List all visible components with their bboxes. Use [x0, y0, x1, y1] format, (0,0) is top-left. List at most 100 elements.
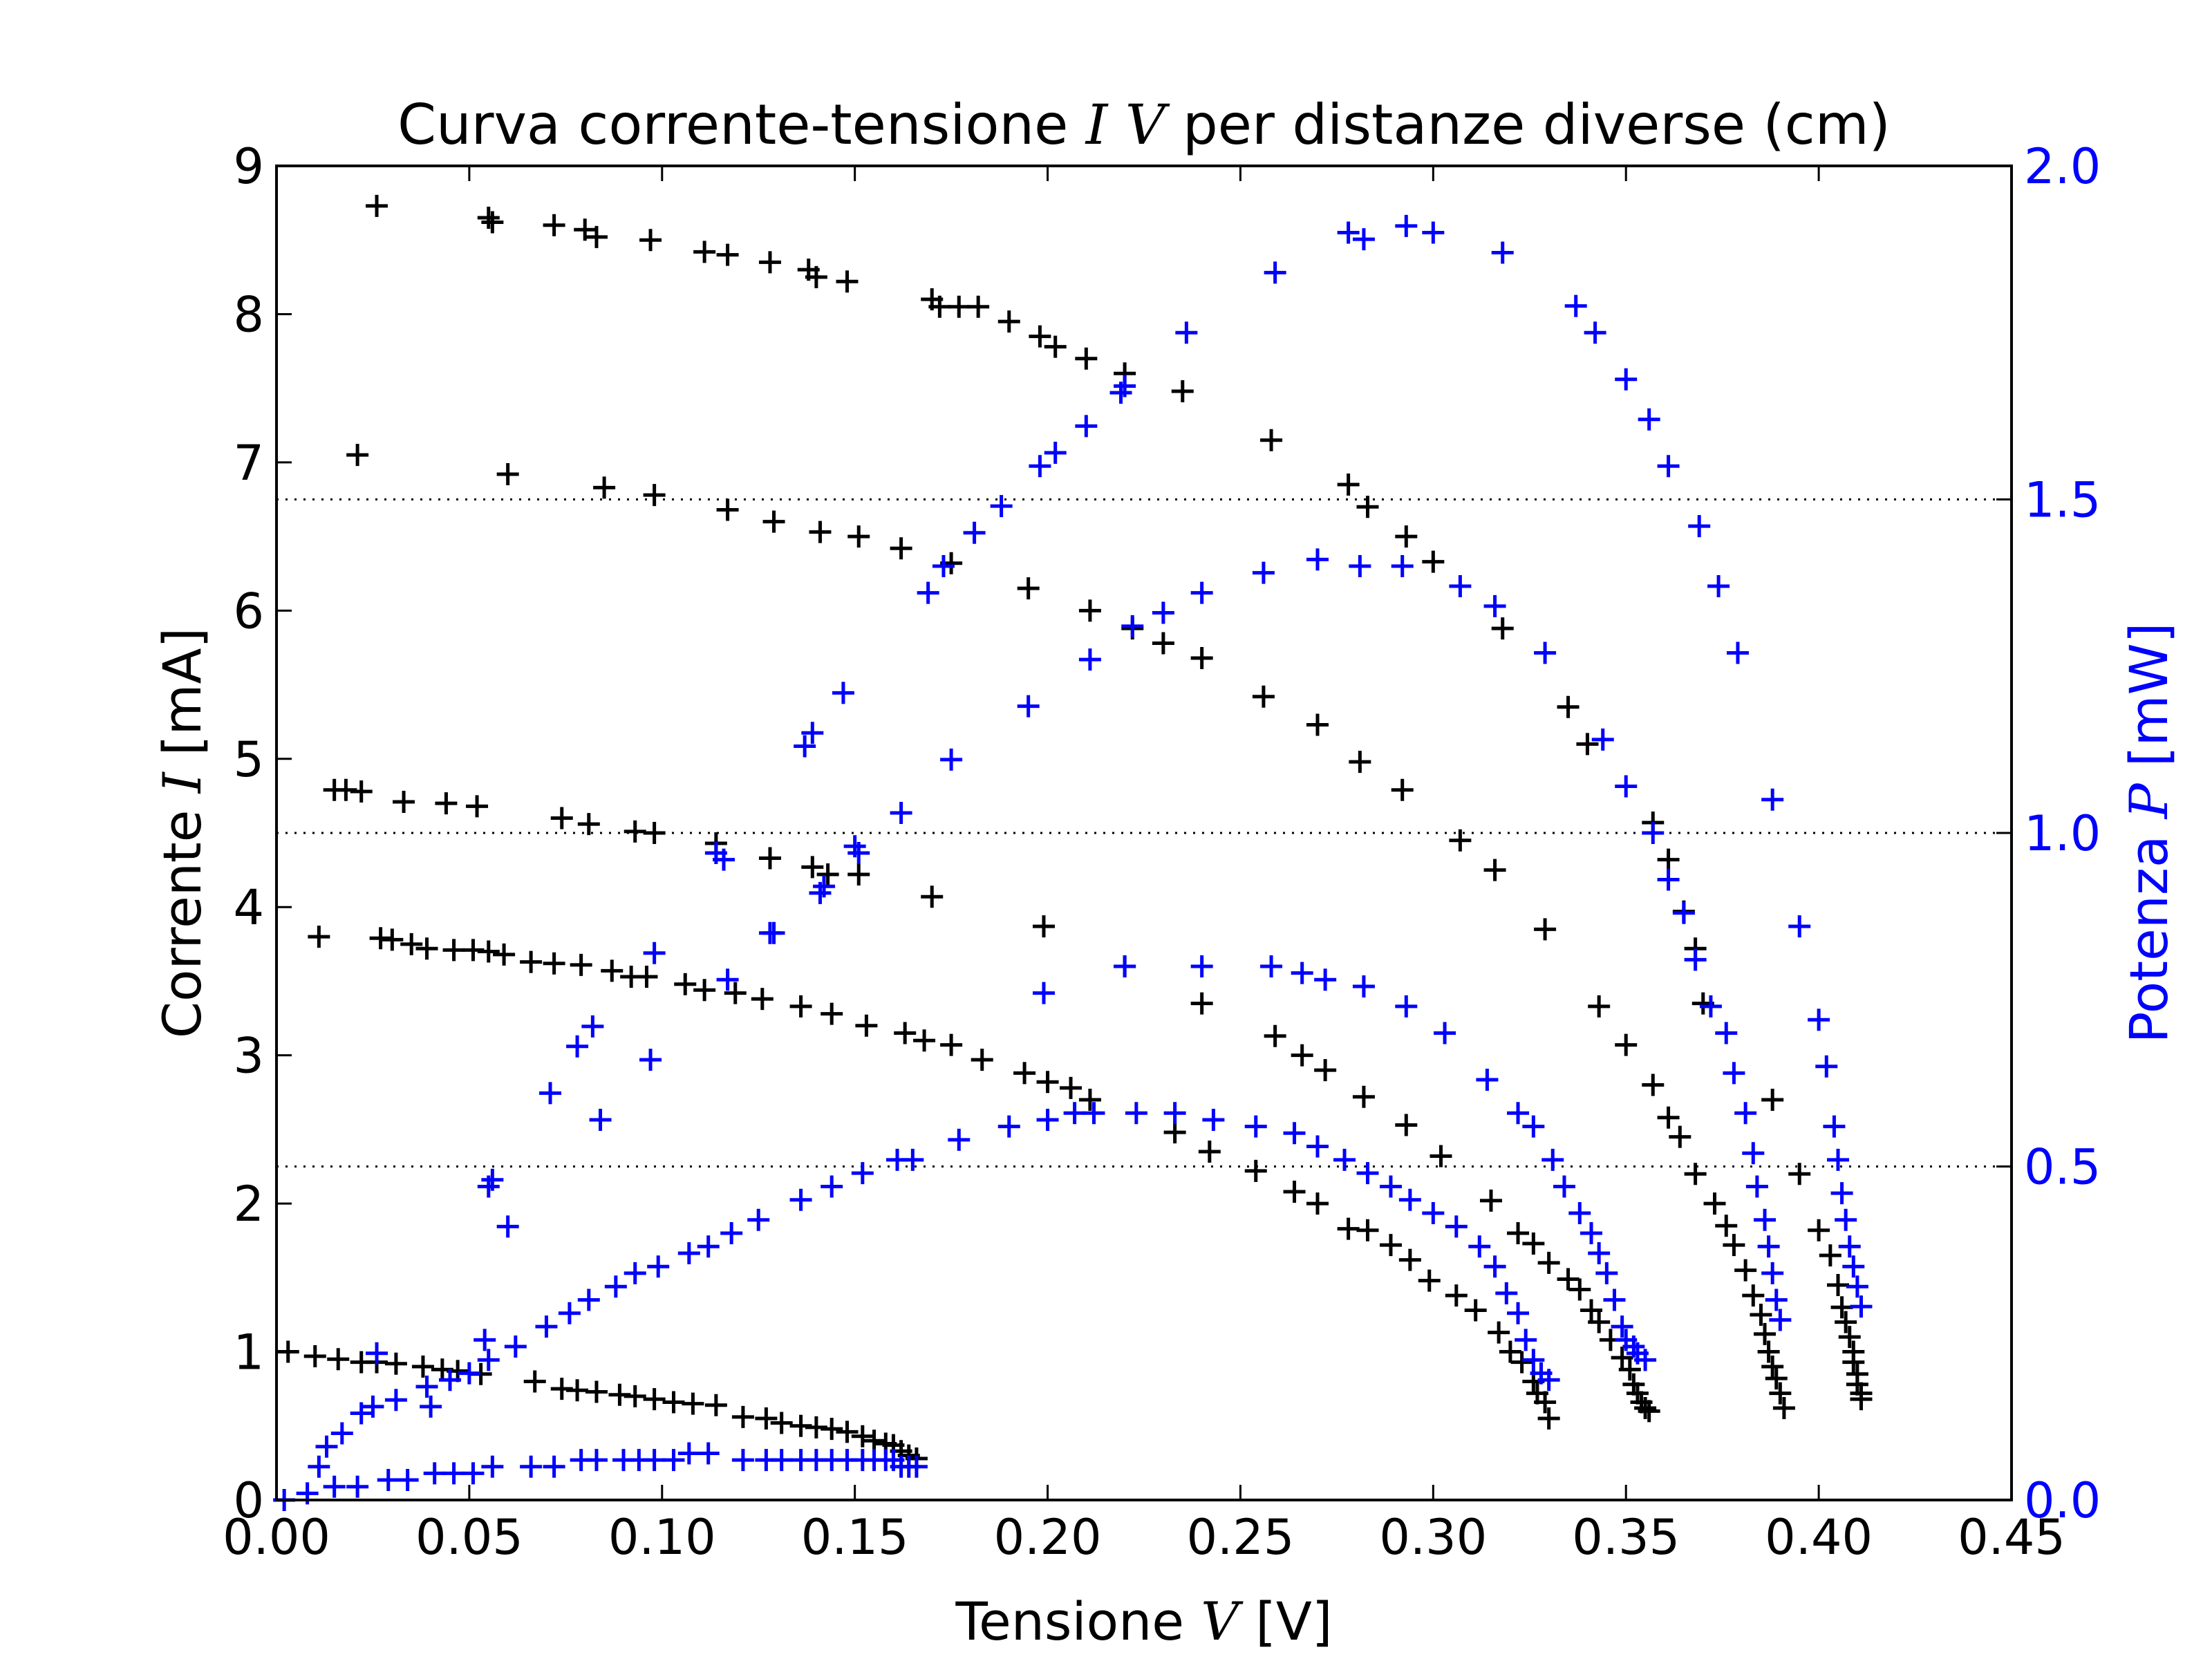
data-point	[890, 537, 912, 560]
data-point	[816, 863, 839, 886]
y-tick-label: 0	[233, 1472, 264, 1529]
data-point	[1198, 1141, 1221, 1163]
gridlines	[276, 498, 2012, 1168]
data-point	[1337, 474, 1360, 496]
series-4	[276, 1340, 928, 1470]
data-point	[1507, 1222, 1530, 1244]
data-point	[1391, 555, 1414, 577]
data-point	[1580, 1299, 1603, 1322]
data-point	[1537, 1369, 1560, 1391]
data-point	[593, 476, 616, 499]
data-point	[731, 1405, 754, 1428]
data-point	[1379, 1175, 1402, 1198]
data-point	[805, 265, 827, 288]
y-tick-label: 7	[233, 435, 264, 491]
data-point	[697, 1235, 720, 1258]
data-point	[1838, 1326, 1861, 1349]
data-point	[809, 521, 832, 543]
data-point	[1723, 1062, 1745, 1085]
data-point	[1576, 733, 1599, 756]
x-tick-label: 0.10	[608, 1509, 716, 1566]
data-point	[1510, 1351, 1533, 1374]
data-point	[894, 1022, 917, 1044]
data-point	[474, 1329, 496, 1351]
data-point	[1333, 1148, 1356, 1171]
data-point	[1588, 1311, 1611, 1333]
data-point	[1464, 1299, 1487, 1322]
y-axis-label: Corrente I [mA]	[151, 628, 213, 1038]
data-point	[543, 1455, 565, 1478]
data-point	[1283, 1122, 1306, 1145]
data-point	[1306, 713, 1329, 736]
data-point	[794, 735, 816, 758]
data-point	[558, 1302, 581, 1324]
data-point	[1835, 1311, 1857, 1333]
data-point	[535, 1315, 558, 1338]
data-point	[1515, 1329, 1537, 1351]
data-point	[520, 1455, 543, 1478]
data-point	[1537, 1407, 1560, 1430]
x-tick-label: 0.40	[1765, 1509, 1873, 1566]
data-point	[577, 813, 600, 836]
data-point	[1125, 1102, 1147, 1125]
y-tick-label: 3	[233, 1028, 264, 1085]
data-point	[1734, 1102, 1757, 1125]
data-point	[997, 310, 1020, 333]
data-point	[863, 1430, 885, 1452]
data-point	[477, 1349, 500, 1371]
data-point	[1314, 968, 1337, 991]
data-point	[1356, 1219, 1379, 1241]
data-point	[940, 748, 963, 771]
data-point	[1483, 1255, 1506, 1278]
data-point	[917, 581, 939, 604]
data-point	[635, 966, 658, 988]
data-point	[1468, 1235, 1491, 1258]
data-point	[477, 940, 500, 963]
data-point	[1850, 1295, 1873, 1318]
data-point	[577, 1288, 600, 1311]
data-point	[847, 863, 870, 886]
data-point	[585, 1449, 608, 1472]
data-point	[997, 1115, 1020, 1138]
data-point	[496, 1215, 519, 1238]
data-point	[643, 1388, 666, 1411]
data-point	[901, 1148, 924, 1171]
data-point	[624, 820, 646, 843]
data-points	[273, 194, 1873, 1511]
data-point	[381, 928, 404, 951]
data-point	[1445, 1215, 1468, 1238]
data-point	[1553, 1175, 1575, 1198]
data-point	[1488, 1321, 1510, 1344]
data-point	[411, 1356, 434, 1378]
data-point	[1838, 1235, 1861, 1258]
data-point	[308, 926, 330, 948]
data-point	[1819, 1244, 1841, 1267]
data-point	[442, 939, 465, 962]
y2-axis-label: Potenza P [mW]	[2118, 623, 2180, 1044]
data-point	[624, 1385, 646, 1407]
data-point	[1291, 962, 1313, 984]
data-point	[847, 525, 870, 548]
data-point	[697, 1442, 720, 1465]
data-point	[1152, 601, 1174, 624]
data-point	[1522, 1349, 1545, 1371]
data-point	[1507, 1102, 1530, 1125]
data-point	[1495, 1282, 1518, 1304]
data-point	[1491, 241, 1514, 264]
data-point	[384, 1389, 407, 1412]
x-tick-label: 0.20	[994, 1509, 1102, 1566]
x-axis-label: Tensione V [V]	[955, 1591, 1332, 1652]
data-point	[1638, 1400, 1660, 1423]
series-1	[346, 444, 1795, 1420]
data-point	[1244, 1159, 1267, 1182]
data-point	[1788, 1163, 1811, 1185]
data-point	[346, 444, 369, 467]
series-3	[308, 926, 1560, 1430]
data-point	[1603, 1288, 1626, 1311]
data-point	[1260, 429, 1283, 451]
data-point	[1580, 1222, 1603, 1244]
data-point	[315, 1435, 338, 1458]
data-point	[836, 270, 859, 293]
data-point	[581, 1015, 604, 1038]
data-point	[751, 988, 774, 1011]
